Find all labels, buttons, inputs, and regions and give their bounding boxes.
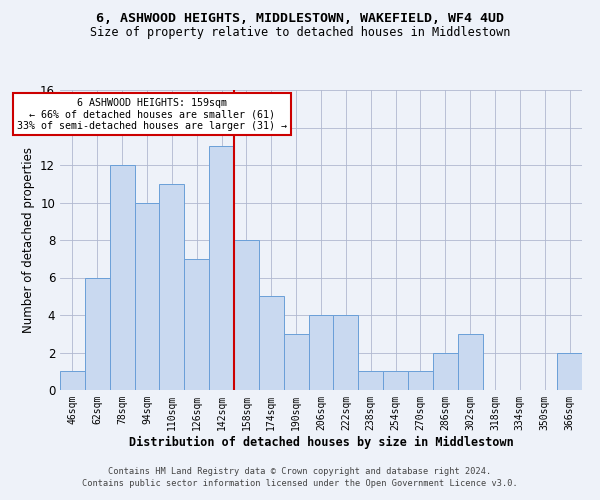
Bar	[134, 202, 160, 390]
Bar	[160, 184, 184, 390]
Bar	[184, 259, 209, 390]
Bar	[284, 334, 308, 390]
Bar	[557, 352, 582, 390]
Bar	[408, 371, 433, 390]
Bar	[85, 278, 110, 390]
Bar	[433, 352, 458, 390]
Bar	[334, 315, 358, 390]
Bar	[234, 240, 259, 390]
Y-axis label: Number of detached properties: Number of detached properties	[22, 147, 35, 333]
Bar	[383, 371, 408, 390]
Bar	[308, 315, 334, 390]
Text: Contains HM Land Registry data © Crown copyright and database right 2024.: Contains HM Land Registry data © Crown c…	[109, 467, 491, 476]
Text: Contains public sector information licensed under the Open Government Licence v3: Contains public sector information licen…	[82, 478, 518, 488]
Bar	[60, 371, 85, 390]
Text: Distribution of detached houses by size in Middlestown: Distribution of detached houses by size …	[128, 436, 514, 449]
Bar	[110, 165, 134, 390]
Bar	[259, 296, 284, 390]
Text: 6 ASHWOOD HEIGHTS: 159sqm
← 66% of detached houses are smaller (61)
33% of semi-: 6 ASHWOOD HEIGHTS: 159sqm ← 66% of detac…	[17, 98, 287, 130]
Bar	[458, 334, 482, 390]
Bar	[209, 146, 234, 390]
Text: 6, ASHWOOD HEIGHTS, MIDDLESTOWN, WAKEFIELD, WF4 4UD: 6, ASHWOOD HEIGHTS, MIDDLESTOWN, WAKEFIE…	[96, 12, 504, 26]
Bar	[358, 371, 383, 390]
Text: Size of property relative to detached houses in Middlestown: Size of property relative to detached ho…	[90, 26, 510, 39]
